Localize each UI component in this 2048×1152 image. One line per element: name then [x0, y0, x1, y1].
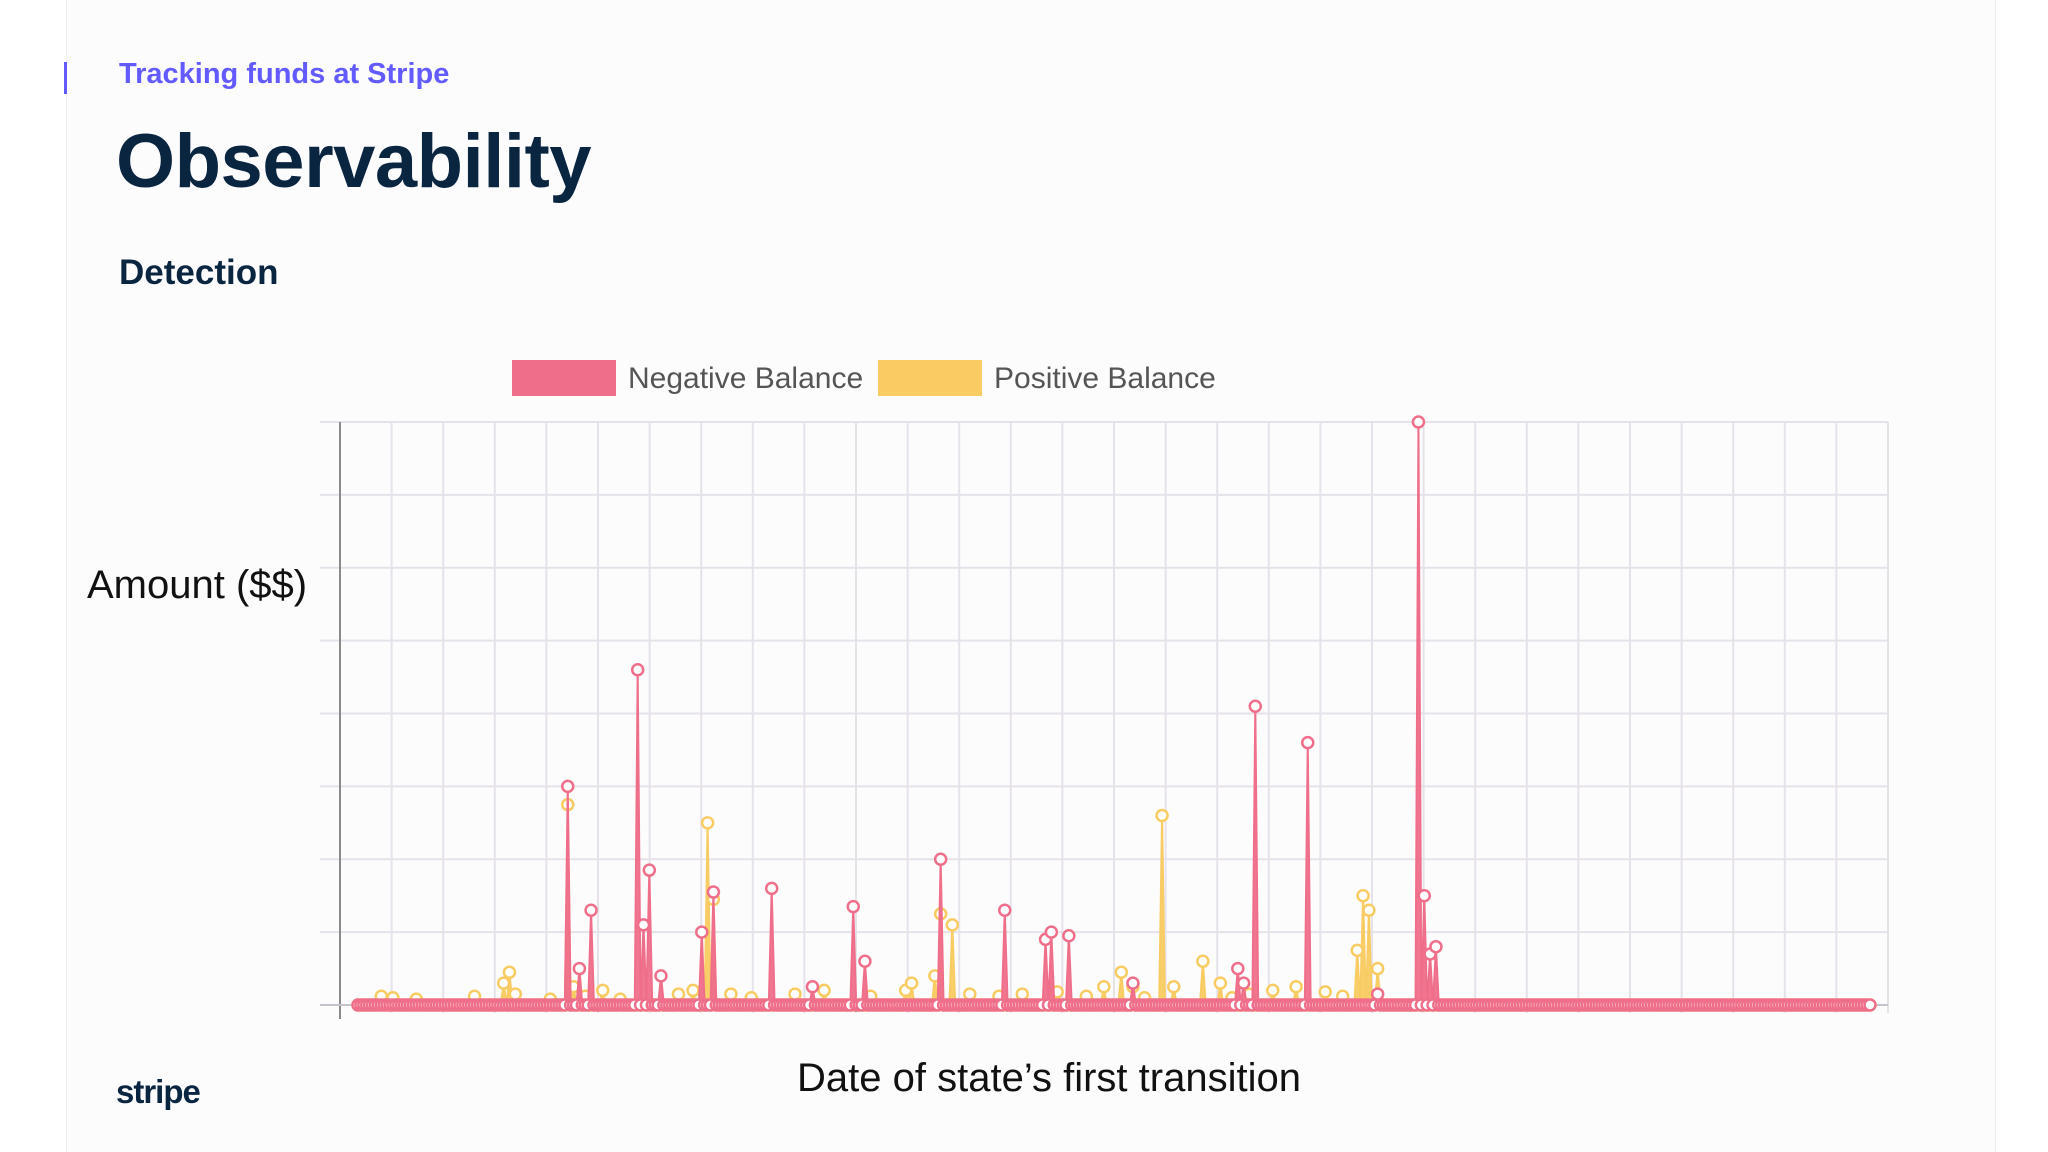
y-axis-label: Amount ($$)	[87, 563, 308, 607]
data-point-positive	[1097, 980, 1111, 994]
data-point-negative	[654, 969, 668, 983]
data-point-positive	[904, 976, 919, 990]
data-point-negative	[1429, 939, 1443, 954]
slide-background	[66, 0, 1996, 1152]
data-point-negative	[695, 925, 709, 939]
data-point-positive	[1350, 943, 1365, 958]
data-point-negative	[1370, 987, 1385, 1001]
data-point-positive	[1166, 980, 1181, 994]
data-point-positive	[508, 987, 523, 1001]
data-point-negative	[1044, 925, 1059, 939]
data-point-negative	[561, 779, 575, 794]
data-point-negative	[1236, 976, 1251, 990]
data-point-positive	[817, 983, 831, 998]
data-point-positive	[700, 816, 715, 830]
legend-swatch-positive	[878, 360, 982, 396]
data-point-positive	[1362, 903, 1376, 918]
data-point-negative	[1300, 735, 1315, 750]
data-point-negative	[1062, 929, 1076, 943]
data-point-negative	[764, 881, 779, 896]
data-point-negative	[1231, 961, 1245, 976]
data-point-positive	[1318, 985, 1332, 999]
data-point-negative	[1863, 998, 1877, 1012]
data-point-positive	[963, 987, 977, 1001]
data-point-positive	[1213, 976, 1228, 990]
data-point-negative	[846, 899, 861, 914]
data-point-negative	[858, 954, 872, 969]
data-point-positive	[1266, 983, 1280, 998]
data-point-negative	[933, 852, 948, 866]
data-point-positive	[1289, 980, 1303, 994]
slide-subtitle: Detection	[119, 253, 279, 292]
legend-label-positive: Positive Balance	[994, 362, 1216, 395]
data-point-positive	[1196, 954, 1210, 969]
data-point-positive	[724, 987, 738, 1001]
data-point-positive	[1370, 961, 1385, 976]
data-point-positive	[686, 983, 700, 998]
data-point-negative	[706, 885, 721, 899]
stripe-logo: stripe	[116, 1073, 201, 1110]
data-point-negative	[1248, 699, 1263, 713]
data-point-negative	[1126, 976, 1140, 990]
data-point-negative	[584, 903, 598, 918]
data-point-negative	[630, 663, 645, 677]
eyebrow-label: Tracking funds at Stripe	[119, 58, 450, 90]
data-point-positive	[1356, 888, 1370, 903]
data-point-negative	[642, 863, 657, 877]
data-point-positive	[496, 976, 511, 990]
data-point-negative	[572, 961, 587, 976]
legend-label-negative: Negative Balance	[628, 362, 863, 395]
data-point-positive	[788, 987, 802, 1001]
data-point-positive	[945, 918, 960, 932]
data-point-positive	[1155, 808, 1169, 823]
data-point-positive	[595, 983, 610, 998]
data-point-positive	[502, 965, 517, 979]
data-point-positive	[1015, 987, 1029, 1001]
slide-title: Observability	[116, 119, 592, 204]
accent-bar	[64, 62, 67, 94]
data-point-negative	[636, 918, 651, 932]
data-point-positive	[1114, 965, 1129, 979]
x-axis-label: Date of state’s first transition	[797, 1056, 1301, 1100]
data-point-negative	[805, 980, 820, 994]
data-point-negative	[998, 903, 1012, 918]
data-point-negative	[1411, 415, 1426, 429]
data-point-positive	[671, 987, 686, 1001]
data-point-negative	[1417, 888, 1432, 903]
legend-swatch-negative	[512, 360, 616, 396]
